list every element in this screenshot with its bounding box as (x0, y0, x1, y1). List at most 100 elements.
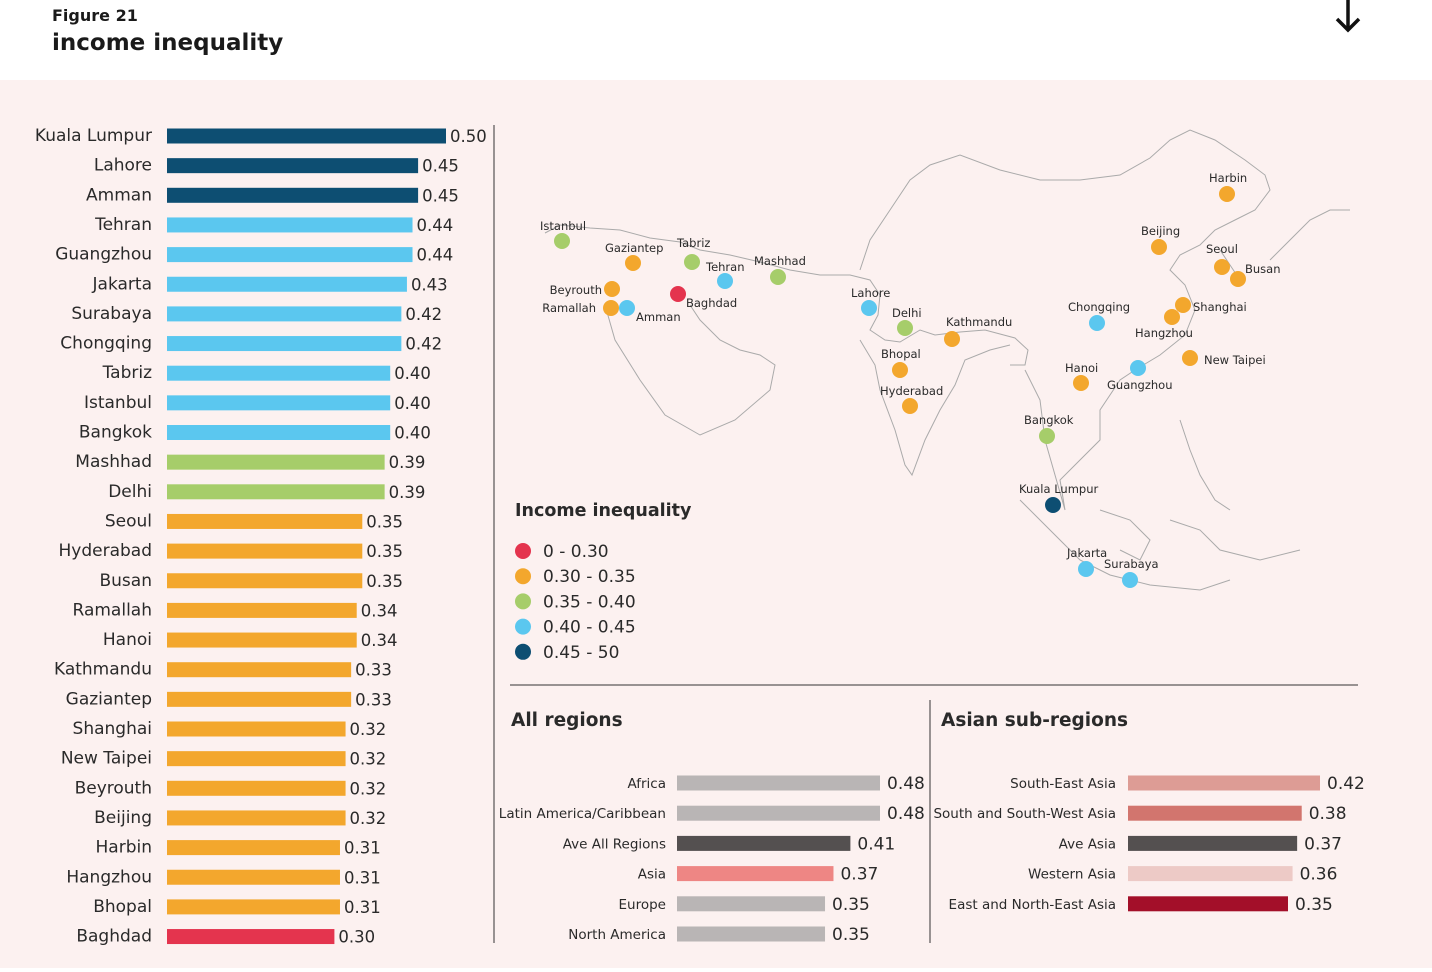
map-dot-harbin[interactable] (1219, 186, 1235, 202)
legend-swatch-3 (515, 618, 531, 635)
city-value-baghdad: 0.30 (338, 928, 375, 947)
map-dot-tehran[interactable] (717, 273, 733, 289)
city-label-mashhad: Mashhad (75, 452, 152, 472)
map-dot-delhi[interactable] (897, 320, 913, 336)
all-regions-bar-ave-all-regions (677, 835, 851, 851)
map-dot-jakarta[interactable] (1078, 561, 1094, 577)
chart-panel: Kuala Lumpur 0.50 Lahore 0.45 Amman 0.45 Tehra… (0, 80, 1432, 968)
map-dot-kathmandu[interactable] (944, 331, 960, 347)
city-bar-delhi (167, 484, 385, 500)
map-label-hyderabad: Hyderabad (880, 384, 943, 398)
city-bar-seoul (167, 513, 363, 529)
city-bar-jakarta (167, 276, 407, 292)
city-value-istanbul: 0.40 (394, 394, 431, 413)
city-value-new-taipei: 0.32 (350, 750, 387, 769)
city-label-ramallah: Ramallah (73, 600, 152, 620)
map-dot-gaziantep[interactable] (625, 255, 641, 271)
map-china-coast (859, 129, 1271, 371)
city-bar-bangkok (167, 425, 391, 440)
all-regions-value-africa: 0.48 (887, 774, 925, 794)
map-dot-beijing[interactable] (1151, 239, 1167, 255)
map-dot-ramallah[interactable] (603, 300, 619, 316)
asian-subregions-label-east-and-north-east-asia: East and North-East Asia (949, 897, 1116, 913)
map-dot-tabriz[interactable] (684, 254, 700, 270)
city-bar-guangzhou (167, 247, 413, 263)
map-dot-guangzhou[interactable] (1130, 360, 1146, 376)
map-dot-beyrouth[interactable] (604, 281, 620, 297)
map-dot-istanbul[interactable] (554, 233, 570, 249)
map-dot-surabaya[interactable] (1122, 572, 1138, 588)
map-dot-amman[interactable] (619, 300, 635, 316)
city-value-seoul: 0.35 (366, 512, 403, 531)
city-value-hanoi: 0.34 (361, 631, 398, 650)
map-dot-busan[interactable] (1230, 271, 1246, 287)
map-dot-kuala-lumpur[interactable] (1045, 497, 1061, 513)
asian-subregions-label-ave-asia: Ave Asia (1059, 836, 1116, 852)
city-bar-hanoi (167, 632, 357, 648)
map-dot-shanghai[interactable] (1175, 297, 1191, 313)
map-dot-lahore[interactable] (861, 300, 877, 316)
city-value-chongqing: 0.42 (405, 335, 442, 354)
city-bar-beijing (167, 810, 346, 826)
city-bar-new-taipei (167, 751, 346, 767)
map-dot-bhopal[interactable] (892, 362, 908, 378)
city-bar-hangzhou (167, 869, 340, 885)
city-bar-baghdad (167, 929, 335, 945)
city-bar-beyrouth (167, 780, 346, 796)
asian-subregions-bar-east-and-north-east-asia (1128, 896, 1288, 912)
all-regions-value-asia: 0.37 (840, 865, 878, 885)
city-bar-bhopal (167, 899, 340, 915)
map-dot-chongqing[interactable] (1089, 315, 1105, 331)
figure-title: income inequality (52, 30, 284, 56)
map-dot-new-taipei[interactable] (1182, 350, 1198, 366)
city-value-tehran: 0.44 (417, 216, 454, 235)
map-label-lahore: Lahore (851, 286, 890, 300)
asian-subregions-label-western-asia: Western Asia (1028, 867, 1116, 883)
city-bar-shanghai (167, 721, 346, 737)
city-value-delhi: 0.39 (389, 483, 426, 502)
city-bar-lahore (167, 158, 419, 174)
city-label-delhi: Delhi (108, 482, 152, 502)
city-bar-surabaya (167, 306, 402, 322)
all-regions-label-europe: Europe (619, 897, 666, 913)
map-label-amman: Amman (636, 310, 681, 324)
map-dot-seoul[interactable] (1214, 259, 1230, 275)
map-dot-mashhad[interactable] (770, 269, 786, 285)
map-label-bhopal: Bhopal (881, 347, 921, 361)
city-bar-istanbul (167, 395, 391, 411)
map-label-shanghai: Shanghai (1193, 300, 1247, 314)
city-label-kuala-lumpur: Kuala Lumpur (35, 126, 152, 146)
map-dot-baghdad[interactable] (670, 286, 686, 302)
city-bar-ramallah (167, 602, 357, 618)
map-label-mashhad: Mashhad (754, 254, 806, 268)
map-label-kuala-lumpur: Kuala Lumpur (1019, 482, 1098, 496)
asian-subregions-value-ave-asia: 0.37 (1304, 834, 1342, 854)
legend-swatch-1 (515, 568, 531, 585)
city-value-busan: 0.35 (366, 572, 403, 591)
map-label-baghdad: Baghdad (686, 296, 737, 310)
city-label-amman: Amman (86, 185, 152, 205)
all-regions-value-latin-america-caribbean: 0.48 (887, 804, 925, 824)
map-label-kathmandu: Kathmandu (946, 315, 1012, 329)
map-dot-hyderabad[interactable] (902, 398, 918, 414)
figure-label: Figure 21 (52, 6, 138, 25)
asian-subregions-value-east-and-north-east-asia: 0.35 (1295, 895, 1333, 915)
chart-svg: Kuala Lumpur 0.50 Lahore 0.45 Amman 0.45 Tehra… (35, 125, 1365, 947)
map-label-beijing: Beijing (1141, 224, 1180, 238)
city-bar-kuala-lumpur (167, 128, 446, 144)
map-label-jakarta: Jakarta (1066, 546, 1107, 560)
map-dot-hangzhou[interactable] (1164, 309, 1180, 325)
city-value-gaziantep: 0.33 (355, 690, 392, 709)
legend-label-2: 0.35 - 0.40 (543, 592, 636, 612)
all-regions-label-africa: Africa (627, 776, 666, 792)
city-value-hyderabad: 0.35 (366, 542, 403, 561)
city-label-shanghai: Shanghai (73, 719, 152, 739)
map-dot-hanoi[interactable] (1073, 375, 1089, 391)
map-dot-bangkok[interactable] (1039, 428, 1055, 444)
map-label-surabaya: Surabaya (1104, 557, 1159, 571)
city-value-bangkok: 0.40 (394, 424, 431, 443)
city-bar-mashhad (167, 454, 385, 470)
city-label-kathmandu: Kathmandu (54, 660, 152, 680)
download-arrow-icon[interactable] (1330, 0, 1366, 36)
asian-subregions-title: Asian sub-regions (941, 710, 1128, 731)
